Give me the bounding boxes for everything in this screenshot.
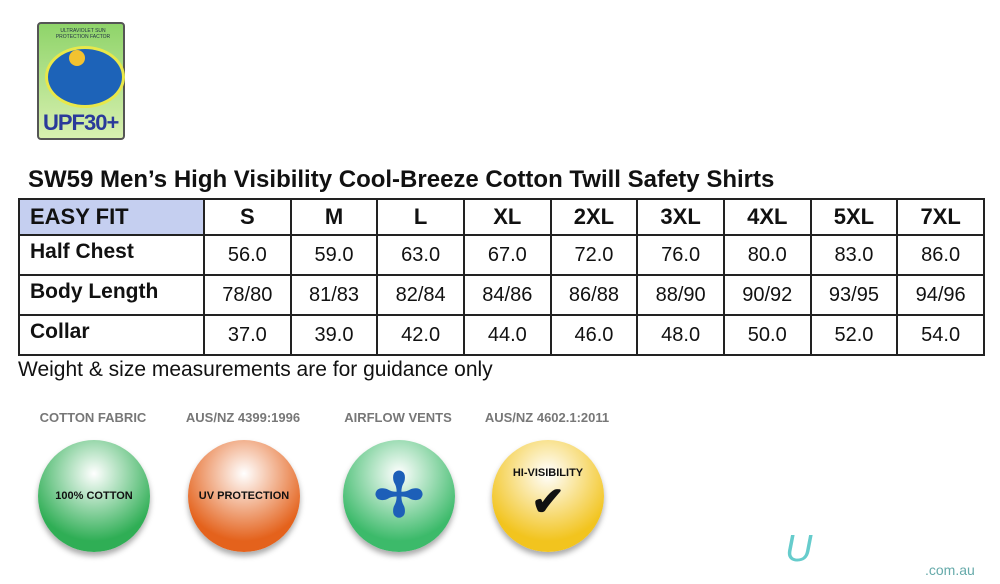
table-cell: 80.0 bbox=[722, 234, 812, 276]
table-cell: 83.0 bbox=[809, 234, 899, 276]
table-cell: 86/88 bbox=[549, 274, 639, 316]
table-cell: 50.0 bbox=[722, 314, 812, 356]
table-header-row: EASY FIT S M L XL 2XL 3XL 4XL 5XL 7XL bbox=[18, 198, 985, 236]
table-cell: 63.0 bbox=[376, 234, 465, 276]
upf-label: UPF30+ bbox=[43, 110, 119, 135]
table-cell: 39.0 bbox=[289, 314, 379, 356]
table-cell: 86.0 bbox=[896, 234, 985, 276]
upf30-logo: ULTRAVIOLET SUN PROTECTION FACTOR UPF30+ bbox=[37, 22, 125, 140]
table-row: Body Length 78/80 81/83 82/84 84/86 86/88 88/9… bbox=[18, 274, 985, 316]
header-cell: S bbox=[203, 198, 292, 236]
certification-badge: HI-VISIBILITY ✔ bbox=[492, 440, 604, 552]
badge-arc-text: AIRFLOW VENTS bbox=[344, 410, 452, 425]
badge-arc-text: COTTON FABRIC bbox=[39, 410, 147, 425]
fan-icon: ✢ bbox=[373, 462, 425, 529]
badge-inner-text: HI-VISIBILITY bbox=[512, 467, 584, 479]
size-chart-table: EASY FIT S M L XL 2XL 3XL 4XL 5XL 7XL Ha… bbox=[18, 198, 985, 356]
table-cell: 72.0 bbox=[549, 234, 639, 276]
table-cell: 94/96 bbox=[896, 274, 985, 316]
table-cell: 67.0 bbox=[462, 234, 552, 276]
badge-arc-text: AUS/NZ 4602.1:2011 bbox=[484, 410, 610, 425]
table-row: Collar 37.0 39.0 42.0 44.0 46.0 48.0 50.0 52.0 54… bbox=[18, 314, 985, 356]
table-cell: 84/86 bbox=[462, 274, 552, 316]
watermark-domain: .com.au bbox=[925, 562, 975, 578]
table-cell: 93/95 bbox=[809, 274, 899, 316]
header-cell: EASY FIT bbox=[18, 198, 205, 236]
header-cell: XL bbox=[462, 198, 552, 236]
table-cell: 82/84 bbox=[376, 274, 465, 316]
table-cell: 52.0 bbox=[809, 314, 899, 356]
table-cell: 44.0 bbox=[462, 314, 552, 356]
sun-icon bbox=[69, 50, 85, 66]
table-cell: 81/83 bbox=[289, 274, 379, 316]
badge-inner-text: 100% COTTON bbox=[55, 490, 133, 502]
table-row: Half Chest 56.0 59.0 63.0 67.0 72.0 76.0 80.0 83… bbox=[18, 234, 985, 276]
checkmark-icon: ✔ bbox=[531, 480, 565, 524]
row-label: Half Chest bbox=[18, 234, 205, 276]
header-cell: 4XL bbox=[722, 198, 812, 236]
badge-inner-text: UV PROTECTION bbox=[198, 490, 290, 502]
upf-top-text: ULTRAVIOLET SUN PROTECTION FACTOR bbox=[55, 28, 111, 40]
table-cell: 54.0 bbox=[896, 314, 985, 356]
header-cell: 7XL bbox=[896, 198, 985, 236]
badge-arc-text: AUS/NZ 4399:1996 bbox=[185, 410, 301, 425]
header-cell: 5XL bbox=[809, 198, 899, 236]
table-cell: 56.0 bbox=[203, 234, 292, 276]
row-label: Collar bbox=[18, 314, 205, 356]
table-cell: 90/92 bbox=[722, 274, 812, 316]
certification-badge: UV PROTECTION bbox=[188, 440, 300, 552]
header-cell: L bbox=[376, 198, 465, 236]
header-cell: 2XL bbox=[549, 198, 639, 236]
sun-scene-icon bbox=[45, 46, 125, 108]
page-title: SW59 Men’s High Visibility Cool-Breeze C… bbox=[28, 166, 775, 193]
table-cell: 78/80 bbox=[203, 274, 292, 316]
header-cell: M bbox=[289, 198, 379, 236]
certification-badge: ✢ bbox=[343, 440, 455, 552]
table-cell: 48.0 bbox=[636, 314, 725, 356]
table-cell: 59.0 bbox=[289, 234, 379, 276]
table-cell: 37.0 bbox=[203, 314, 292, 356]
certification-badge: 100% COTTON bbox=[38, 440, 150, 552]
guidance-note: Weight & size measurements are for guida… bbox=[18, 358, 493, 381]
row-label: Body Length bbox=[18, 274, 205, 316]
header-cell: 3XL bbox=[636, 198, 725, 236]
watermark-logo-icon: U bbox=[785, 528, 813, 570]
table-cell: 42.0 bbox=[376, 314, 465, 356]
table-cell: 46.0 bbox=[549, 314, 639, 356]
table-cell: 76.0 bbox=[636, 234, 725, 276]
table-cell: 88/90 bbox=[636, 274, 725, 316]
